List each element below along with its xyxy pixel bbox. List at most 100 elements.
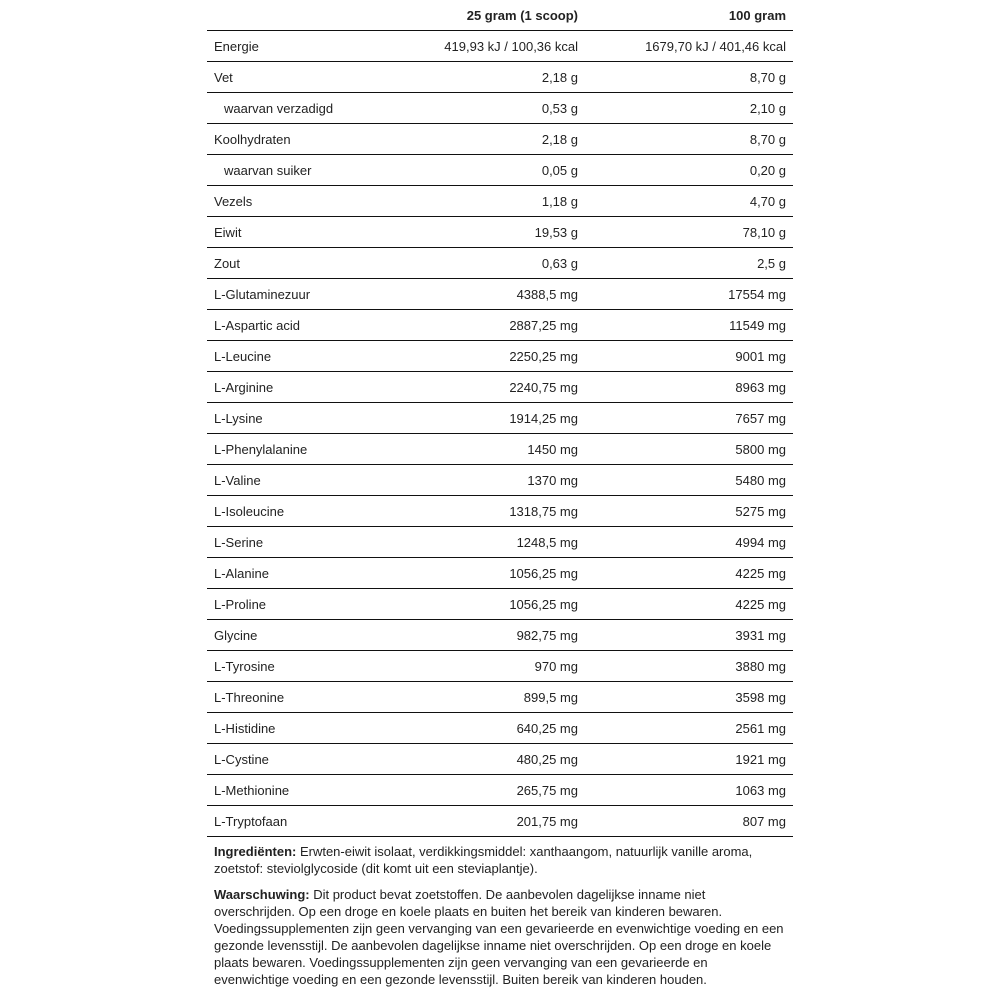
table-row: Zout 0,63 g 2,5 g bbox=[207, 247, 793, 279]
value-per-100g: 5275 mg bbox=[585, 495, 793, 527]
nutrient-name: L-Tryptofaan bbox=[207, 805, 423, 837]
value-per-100g: 4994 mg bbox=[585, 526, 793, 558]
header-per-serving: 25 gram (1 scoop) bbox=[423, 0, 585, 31]
value-per-serving: 19,53 g bbox=[423, 216, 585, 248]
table-row: L-Valine 1370 mg 5480 mg bbox=[207, 464, 793, 496]
table-row: L-Arginine 2240,75 mg 8963 mg bbox=[207, 371, 793, 403]
value-per-serving: 2,18 g bbox=[423, 61, 585, 93]
value-per-serving: 970 mg bbox=[423, 650, 585, 682]
value-per-serving: 1450 mg bbox=[423, 433, 585, 465]
header-empty bbox=[207, 0, 423, 31]
nutrient-name: Glycine bbox=[207, 619, 423, 651]
value-per-serving: 1,18 g bbox=[423, 185, 585, 217]
value-per-serving: 2240,75 mg bbox=[423, 371, 585, 403]
value-per-100g: 5800 mg bbox=[585, 433, 793, 465]
value-per-100g: 4,70 g bbox=[585, 185, 793, 217]
table-row: Glycine 982,75 mg 3931 mg bbox=[207, 619, 793, 651]
value-per-100g: 2,5 g bbox=[585, 247, 793, 279]
nutrient-name: waarvan suiker bbox=[207, 154, 423, 186]
table-row: L-Threonine 899,5 mg 3598 mg bbox=[207, 681, 793, 713]
nutrient-name: Koolhydraten bbox=[207, 123, 423, 155]
warning-label: Waarschuwing: bbox=[214, 887, 310, 902]
value-per-serving: 419,93 kJ / 100,36 kcal bbox=[423, 30, 585, 62]
table-row: Koolhydraten 2,18 g 8,70 g bbox=[207, 123, 793, 155]
nutrient-name: waarvan verzadigd bbox=[207, 92, 423, 124]
value-per-serving: 899,5 mg bbox=[423, 681, 585, 713]
table-row: L-Serine 1248,5 mg 4994 mg bbox=[207, 526, 793, 558]
value-per-100g: 8,70 g bbox=[585, 61, 793, 93]
value-per-100g: 2561 mg bbox=[585, 712, 793, 744]
nutrient-name: Energie bbox=[207, 30, 423, 62]
table-row: L-Proline 1056,25 mg 4225 mg bbox=[207, 588, 793, 620]
nutrient-name: L-Proline bbox=[207, 588, 423, 620]
table-row: L-Methionine 265,75 mg 1063 mg bbox=[207, 774, 793, 806]
value-per-100g: 3598 mg bbox=[585, 681, 793, 713]
ingredients-label: Ingrediënten: bbox=[214, 844, 297, 859]
nutrient-name: L-Phenylalanine bbox=[207, 433, 423, 465]
value-per-serving: 201,75 mg bbox=[423, 805, 585, 837]
value-per-serving: 982,75 mg bbox=[423, 619, 585, 651]
value-per-serving: 1318,75 mg bbox=[423, 495, 585, 527]
table-row: waarvan verzadigd 0,53 g 2,10 g bbox=[207, 92, 793, 124]
value-per-100g: 807 mg bbox=[585, 805, 793, 837]
nutrient-name: L-Histidine bbox=[207, 712, 423, 744]
header-per-100g: 100 gram bbox=[585, 0, 793, 31]
table-row: L-Glutaminezuur 4388,5 mg 17554 mg bbox=[207, 278, 793, 310]
ingredients-text: Erwten-eiwit isolaat, verdikkingsmiddel:… bbox=[214, 844, 753, 876]
nutrient-name: L-Threonine bbox=[207, 681, 423, 713]
nutrition-table: 25 gram (1 scoop) 100 gram Energie 419,93… bbox=[207, 0, 793, 837]
table-row: Vet 2,18 g 8,70 g bbox=[207, 61, 793, 93]
value-per-serving: 0,53 g bbox=[423, 92, 585, 124]
value-per-100g: 1063 mg bbox=[585, 774, 793, 806]
nutrient-name: Eiwit bbox=[207, 216, 423, 248]
value-per-serving: 2,18 g bbox=[423, 123, 585, 155]
table-row: L-Lysine 1914,25 mg 7657 mg bbox=[207, 402, 793, 434]
nutrient-name: L-Serine bbox=[207, 526, 423, 558]
value-per-serving: 2887,25 mg bbox=[423, 309, 585, 341]
value-per-100g: 8,70 g bbox=[585, 123, 793, 155]
table-row: L-Histidine 640,25 mg 2561 mg bbox=[207, 712, 793, 744]
value-per-100g: 7657 mg bbox=[585, 402, 793, 434]
value-per-serving: 1914,25 mg bbox=[423, 402, 585, 434]
table-row: L-Phenylalanine 1450 mg 5800 mg bbox=[207, 433, 793, 465]
value-per-serving: 1056,25 mg bbox=[423, 588, 585, 620]
table-row: L-Tryptofaan 201,75 mg 807 mg bbox=[207, 805, 793, 837]
value-per-serving: 265,75 mg bbox=[423, 774, 585, 806]
table-header-row: 25 gram (1 scoop) 100 gram bbox=[207, 0, 793, 31]
warning: Waarschuwing: Dit product bevat zoetstof… bbox=[214, 886, 786, 988]
value-per-100g: 2,10 g bbox=[585, 92, 793, 124]
table-row: Energie 419,93 kJ / 100,36 kcal 1679,70 kJ… bbox=[207, 30, 793, 62]
nutrient-name: L-Methionine bbox=[207, 774, 423, 806]
table-row: L-Leucine 2250,25 mg 9001 mg bbox=[207, 340, 793, 372]
value-per-serving: 480,25 mg bbox=[423, 743, 585, 775]
table-row: L-Aspartic acid 2887,25 mg 11549 mg bbox=[207, 309, 793, 341]
value-per-serving: 4388,5 mg bbox=[423, 278, 585, 310]
value-per-serving: 1056,25 mg bbox=[423, 557, 585, 589]
nutrient-name: L-Arginine bbox=[207, 371, 423, 403]
value-per-serving: 1370 mg bbox=[423, 464, 585, 496]
nutrient-name: L-Cystine bbox=[207, 743, 423, 775]
value-per-100g: 0,20 g bbox=[585, 154, 793, 186]
table-row: Vezels 1,18 g 4,70 g bbox=[207, 185, 793, 217]
table-row: Eiwit 19,53 g 78,10 g bbox=[207, 216, 793, 248]
table-row: L-Cystine 480,25 mg 1921 mg bbox=[207, 743, 793, 775]
value-per-100g: 8963 mg bbox=[585, 371, 793, 403]
nutrient-name: L-Isoleucine bbox=[207, 495, 423, 527]
nutrient-name: Vezels bbox=[207, 185, 423, 217]
value-per-100g: 1679,70 kJ / 401,46 kcal bbox=[585, 30, 793, 62]
table-row: L-Isoleucine 1318,75 mg 5275 mg bbox=[207, 495, 793, 527]
nutrient-name: L-Alanine bbox=[207, 557, 423, 589]
value-per-100g: 3880 mg bbox=[585, 650, 793, 682]
warning-text: Dit product bevat zoetstoffen. De aanbev… bbox=[214, 887, 784, 987]
value-per-100g: 78,10 g bbox=[585, 216, 793, 248]
value-per-100g: 9001 mg bbox=[585, 340, 793, 372]
value-per-serving: 0,05 g bbox=[423, 154, 585, 186]
nutrient-name: L-Leucine bbox=[207, 340, 423, 372]
value-per-100g: 3931 mg bbox=[585, 619, 793, 651]
value-per-100g: 4225 mg bbox=[585, 557, 793, 589]
nutrient-name: L-Glutaminezuur bbox=[207, 278, 423, 310]
nutrient-name: L-Tyrosine bbox=[207, 650, 423, 682]
value-per-serving: 1248,5 mg bbox=[423, 526, 585, 558]
value-per-100g: 5480 mg bbox=[585, 464, 793, 496]
nutrient-name: Vet bbox=[207, 61, 423, 93]
